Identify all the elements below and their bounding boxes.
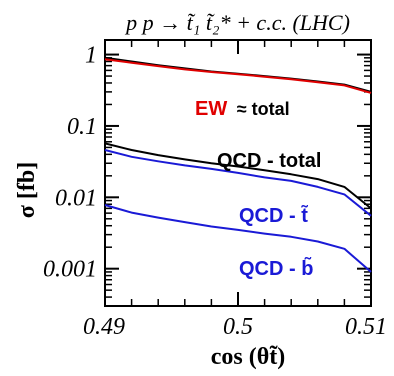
annotation-ew: EW ≈ total [195, 98, 290, 120]
y-tick-label: 1 [85, 43, 97, 69]
series-line-qcd-stop [104, 149, 372, 217]
x-tick-label: 0.51 [345, 314, 387, 340]
y-tick-label: 0.1 [67, 114, 97, 140]
series-line-qcd-total [104, 142, 372, 210]
chart-title: p p → t̃₁ t̃₂* + c.c. (LHC) [124, 10, 350, 35]
series-line-qcd-sbottom [104, 204, 372, 273]
y-tick-label: 0.001 [43, 257, 97, 283]
axis-ticks [104, 40, 372, 307]
y-axis-label: σ [fb] [14, 162, 40, 218]
annotations: EW ≈ total QCD - total QCD - t̃ QCD - b̃ [195, 98, 321, 280]
series-lines [104, 56, 372, 273]
x-tick-label: 0.49 [83, 314, 125, 340]
annotation-qcd-stop: QCD - t̃ [239, 204, 308, 227]
series-line-ew [104, 58, 372, 94]
annotation-qcd-sbottom: QCD - b̃ [239, 256, 313, 280]
x-tick-label: 0.5 [223, 314, 253, 340]
x-axis-label: cos (θt̃) [211, 344, 286, 370]
y-tick-label: 0.01 [55, 185, 97, 211]
annotation-qcd-total: QCD - total [217, 150, 321, 172]
annotation-ew-suffix: ≈ total [237, 99, 290, 119]
annotation-ew-label: EW [195, 98, 227, 120]
axis-tick-labels: 1 0.1 0.01 0.001 0.49 0.5 0.51 [43, 43, 387, 340]
